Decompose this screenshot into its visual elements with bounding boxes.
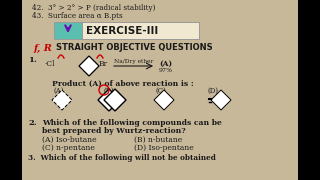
Polygon shape bbox=[154, 90, 174, 110]
Text: (B): (B) bbox=[104, 87, 115, 95]
Text: STRAIGHT OBJECTIVE QUESTIONS: STRAIGHT OBJECTIVE QUESTIONS bbox=[56, 43, 212, 52]
Text: (C) n-pentane: (C) n-pentane bbox=[42, 144, 95, 152]
Polygon shape bbox=[79, 56, 99, 76]
Polygon shape bbox=[211, 90, 231, 110]
Text: (B) n-butane: (B) n-butane bbox=[134, 136, 182, 144]
Text: (C): (C) bbox=[156, 87, 167, 95]
Polygon shape bbox=[98, 89, 120, 111]
Text: EXERCISE-III: EXERCISE-III bbox=[86, 26, 158, 35]
Text: best prepared by Wurtz-reaction?: best prepared by Wurtz-reaction? bbox=[42, 127, 186, 135]
Text: 2.: 2. bbox=[28, 119, 36, 127]
Text: Br: Br bbox=[99, 60, 108, 68]
Text: (A) Iso-butane: (A) Iso-butane bbox=[42, 136, 97, 144]
Text: 3.  Which of the following will not be obtained: 3. Which of the following will not be ob… bbox=[28, 154, 216, 162]
Text: (A): (A) bbox=[54, 87, 65, 95]
Text: Which of the following compounds can be: Which of the following compounds can be bbox=[42, 119, 222, 127]
Text: f, R: f, R bbox=[34, 44, 53, 53]
Polygon shape bbox=[104, 89, 126, 111]
Text: 43.  Surface area α B.pts: 43. Surface area α B.pts bbox=[32, 12, 123, 20]
Text: 42.  3° > 2° > P (radical stability): 42. 3° > 2° > P (radical stability) bbox=[32, 4, 156, 12]
Text: 1.: 1. bbox=[28, 56, 37, 64]
Text: Product (A) of above reaction is :: Product (A) of above reaction is : bbox=[52, 80, 194, 88]
Text: ·Cl: ·Cl bbox=[44, 60, 54, 68]
Text: (D) Iso-pentane: (D) Iso-pentane bbox=[134, 144, 194, 152]
Bar bbox=[298, 0, 320, 180]
Text: 97%: 97% bbox=[159, 68, 173, 73]
Text: (D): (D) bbox=[208, 87, 219, 95]
Polygon shape bbox=[52, 90, 72, 110]
FancyBboxPatch shape bbox=[54, 22, 199, 39]
Bar bbox=[0, 0, 22, 180]
Text: Na/Dry ether: Na/Dry ether bbox=[114, 59, 153, 64]
Text: (A): (A) bbox=[159, 60, 172, 68]
Bar bbox=[54, 22, 82, 39]
